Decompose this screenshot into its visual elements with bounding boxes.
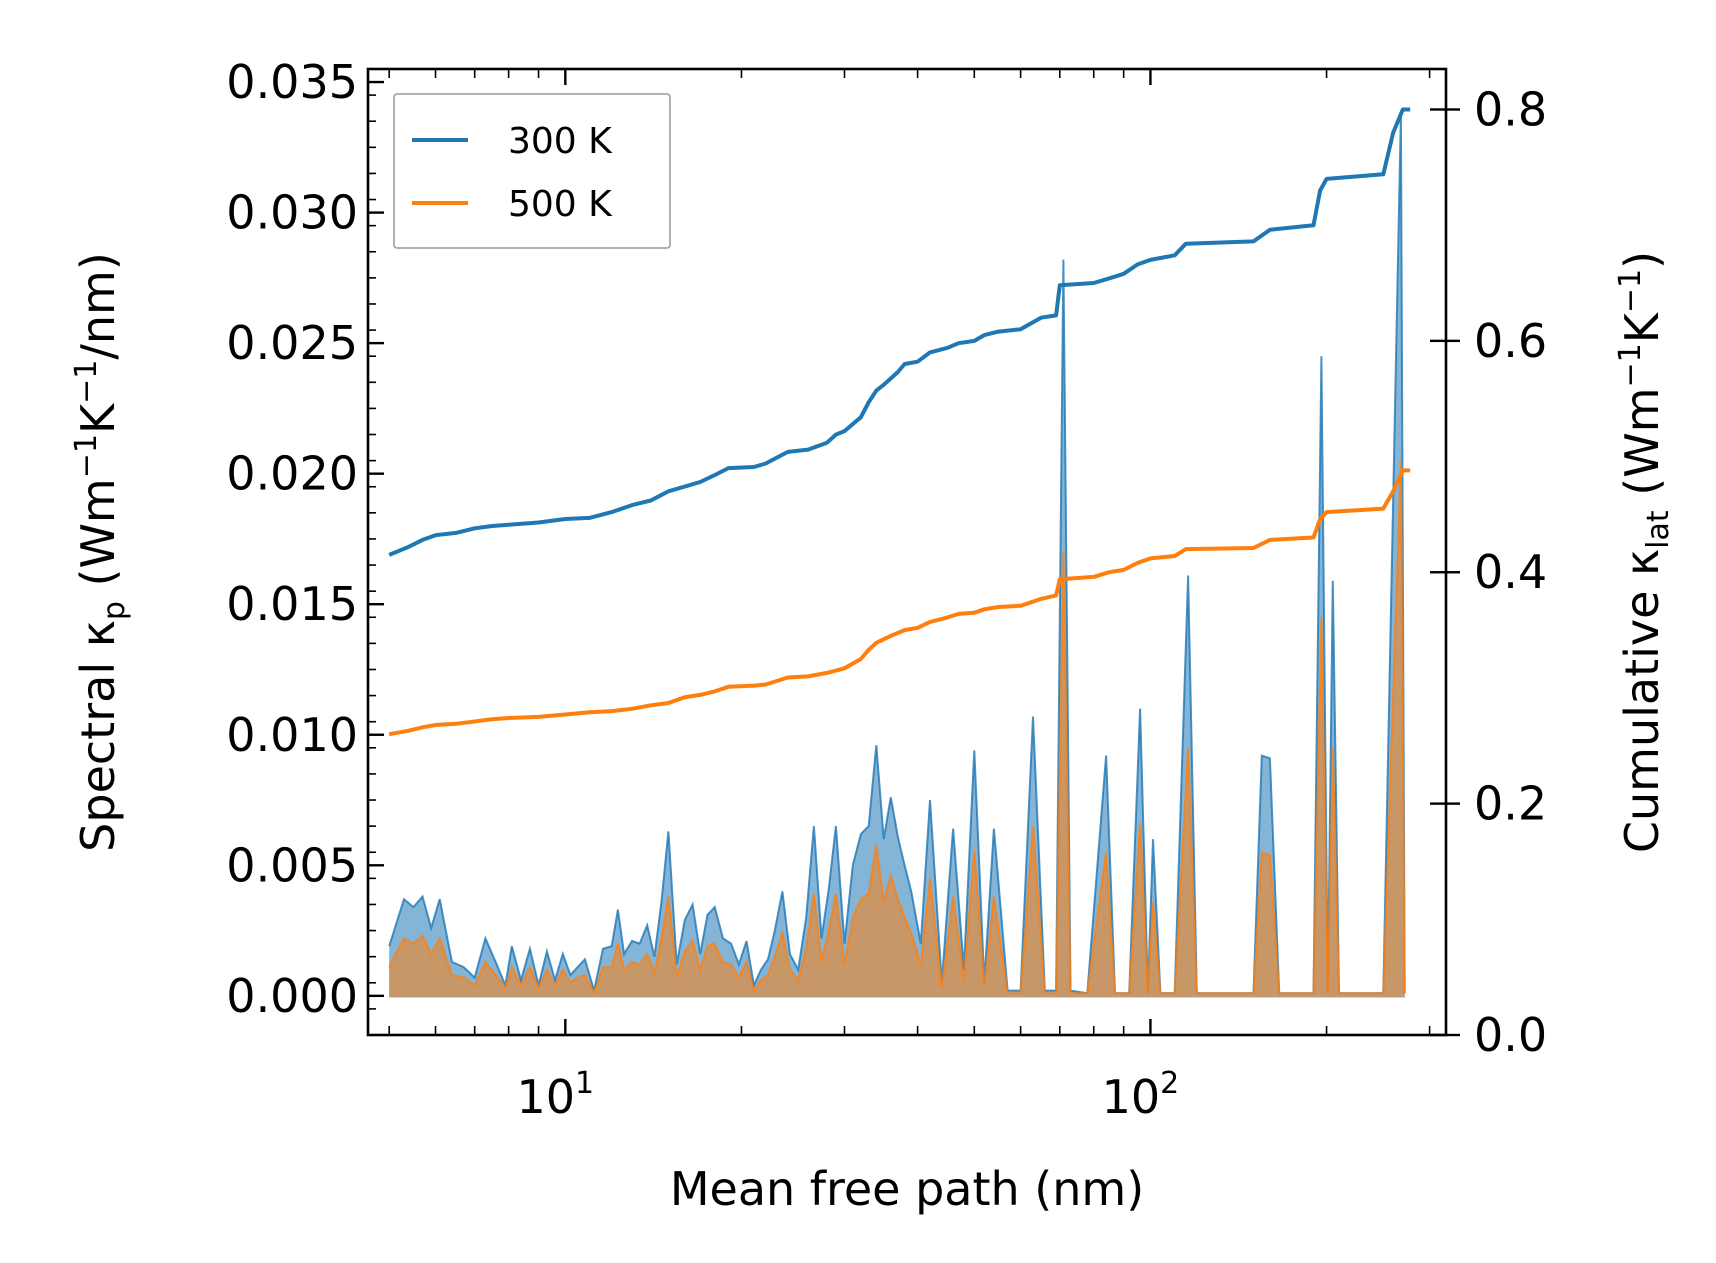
legend-box xyxy=(393,93,671,249)
y-right-tick-label-4: 0.8 xyxy=(1474,82,1547,136)
y-right-label-prefix: Cumulative κ xyxy=(1615,549,1669,853)
x-tick-label-exp: 1 xyxy=(575,1066,594,1101)
y-left-label-mid2: K xyxy=(71,402,125,434)
y-right-tick-label-1: 0.2 xyxy=(1474,777,1547,831)
y-left-tick-label-1: 0.005 xyxy=(226,838,358,892)
legend-label-300k: 300 K xyxy=(508,121,613,162)
y-right-tick-label-0: 0.0 xyxy=(1474,1008,1547,1062)
plot-frame xyxy=(366,67,1448,1037)
x-tick-label-exp: 2 xyxy=(1160,1066,1179,1101)
y-left-label-sub: p xyxy=(97,601,132,620)
x-tick-label-0: 101 xyxy=(517,1066,595,1124)
legend: 300 K 500 K xyxy=(393,93,671,249)
legend-label-500k: 500 K xyxy=(508,184,613,225)
y-right-label-mid2: K xyxy=(1615,311,1669,343)
y-axis-label-left: Spectral κp (Wm−1K−1/nm) xyxy=(69,252,132,852)
y-left-tick-label-4: 0.020 xyxy=(226,447,358,501)
y-left-tick-label-5: 0.025 xyxy=(226,316,358,370)
y-left-label-sup1: −1 xyxy=(69,434,104,478)
y-left-label-prefix: Spectral κ xyxy=(71,620,125,852)
y-left-tick-label-6: 0.030 xyxy=(226,186,358,240)
cumulative-line-1 xyxy=(388,468,1411,737)
x-tick-label-1: 102 xyxy=(1102,1066,1180,1124)
x-tick-label-base: 10 xyxy=(517,1070,576,1124)
y-right-label-suffix: ) xyxy=(1615,251,1669,269)
y-right-tick-label-3: 0.6 xyxy=(1474,314,1547,368)
y-axis-label-right: Cumulative κlat (Wm−1K−1) xyxy=(1613,251,1676,853)
spectral-edge-0 xyxy=(388,113,1406,995)
cumulative-line-0 xyxy=(388,107,1411,557)
y-left-tick-label-0: 0.000 xyxy=(226,969,358,1023)
tick-layer: 0.0000.0050.0100.0150.0200.0250.0300.035… xyxy=(226,55,1547,1124)
axis-label-layer: Mean free path (nm) Spectral κp (Wm−1K−1… xyxy=(69,251,1676,1216)
y-left-label-mid: (Wm xyxy=(71,478,125,601)
y-right-label-sub: lat xyxy=(1641,510,1676,549)
y-right-label-sup2: −1 xyxy=(1613,269,1648,313)
y-left-tick-label-2: 0.010 xyxy=(226,708,358,762)
x-axis-label: Mean free path (nm) xyxy=(670,1162,1144,1216)
spectral-fill-layer xyxy=(388,113,1406,998)
x-tick-label-base: 10 xyxy=(1102,1070,1161,1124)
y-right-tick-label-2: 0.4 xyxy=(1474,545,1547,599)
y-left-tick-label-7: 0.035 xyxy=(226,55,358,109)
y-right-label-sup1: −1 xyxy=(1613,343,1648,387)
cumulative-line-layer xyxy=(388,107,1411,737)
y-right-label-mid: (Wm xyxy=(1615,387,1669,510)
y-left-label-sup2: −1 xyxy=(69,360,104,404)
y-left-tick-label-3: 0.015 xyxy=(226,577,358,631)
spectral-edge-1 xyxy=(388,460,1406,996)
y-left-label-suffix: /nm) xyxy=(71,252,125,359)
